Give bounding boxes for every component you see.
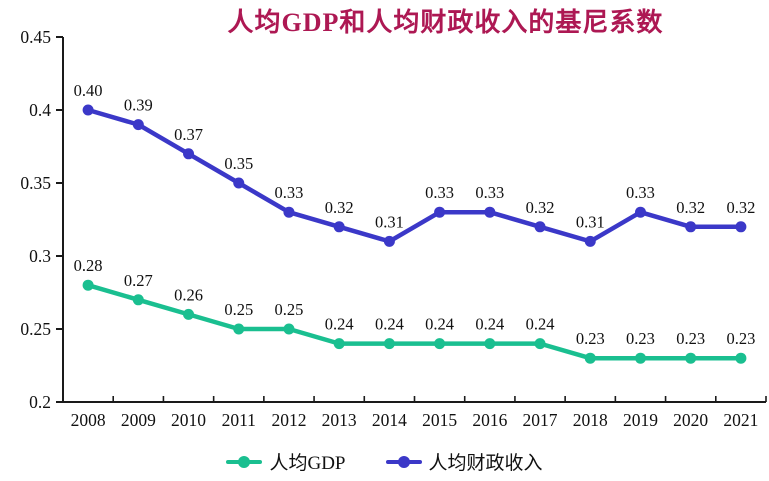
data-point-marker xyxy=(685,221,697,233)
x-tick-label: 2015 xyxy=(422,410,457,430)
data-point-marker xyxy=(383,235,395,247)
x-tick-label: 2012 xyxy=(271,410,306,430)
legend-line-marker-icon xyxy=(385,455,422,468)
data-label: 0.33 xyxy=(475,183,504,202)
data-point-marker xyxy=(484,338,496,350)
data-label: 0.39 xyxy=(124,96,153,115)
line-chart-plot: 0.2 0.25 0.3 0.35 0.4 0.45 2008 2009 2010 2011 201… xyxy=(20,27,767,430)
x-tick-label: 2017 xyxy=(523,410,558,430)
data-point-marker xyxy=(283,323,295,335)
y-tick-label: 0.35 xyxy=(20,173,51,193)
x-tick-label: 2019 xyxy=(623,410,658,430)
y-tick-label: 0.25 xyxy=(20,319,51,339)
data-label: 0.33 xyxy=(425,183,454,202)
legend: 人均GDP 人均财政收入 xyxy=(0,448,769,475)
data-label: 0.26 xyxy=(174,285,203,304)
data-label: 0.28 xyxy=(74,256,103,275)
data-point-marker xyxy=(183,308,195,320)
x-tick-label: 2010 xyxy=(171,410,206,430)
legend-line-marker-icon xyxy=(226,455,263,468)
data-point-marker xyxy=(434,206,446,218)
x-tick-label: 2020 xyxy=(673,410,708,430)
x-tick-label: 2009 xyxy=(121,410,156,430)
series-line xyxy=(85,282,744,361)
data-point-marker xyxy=(333,338,345,350)
data-label: 0.40 xyxy=(74,81,103,100)
data-point-marker xyxy=(233,323,245,335)
series-line xyxy=(85,107,744,244)
data-point-marker xyxy=(233,177,245,189)
x-tick-label: 2021 xyxy=(723,410,758,430)
legend-dot-icon xyxy=(238,455,251,468)
legend-item: 人均财政收入 xyxy=(385,448,543,475)
x-tick-label: 2011 xyxy=(222,410,256,430)
y-tick-label: 0.4 xyxy=(29,100,51,120)
data-point-marker xyxy=(333,221,345,233)
data-point-marker xyxy=(685,352,697,364)
data-point-marker xyxy=(132,294,144,306)
data-point-marker xyxy=(82,279,94,291)
data-label: 0.24 xyxy=(526,315,555,334)
data-label: 0.23 xyxy=(626,329,655,348)
data-label: 0.24 xyxy=(375,315,404,334)
data-label: 0.23 xyxy=(726,329,755,348)
legend-dot-icon xyxy=(397,455,410,468)
data-label: 0.24 xyxy=(475,315,504,334)
x-tick-label: 2018 xyxy=(573,410,608,430)
data-point-marker xyxy=(283,206,295,218)
data-label: 0.25 xyxy=(224,300,253,319)
data-point-marker xyxy=(584,352,596,364)
data-label: 0.32 xyxy=(676,198,705,217)
data-point-marker xyxy=(183,148,195,160)
data-label: 0.31 xyxy=(576,212,605,231)
data-point-marker xyxy=(484,206,496,218)
data-label: 0.23 xyxy=(576,329,605,348)
x-tick-label: 2016 xyxy=(472,410,507,430)
data-label: 0.24 xyxy=(425,315,454,334)
legend-item: 人均GDP xyxy=(226,448,346,475)
data-label: 0.23 xyxy=(676,329,705,348)
data-point-marker xyxy=(132,119,144,131)
data-point-marker xyxy=(584,235,596,247)
data-label: 0.31 xyxy=(375,212,404,231)
legend-label: 人均GDP xyxy=(269,453,346,474)
x-tick-label: 2013 xyxy=(322,410,357,430)
data-label: 0.33 xyxy=(626,183,655,202)
data-point-marker xyxy=(735,352,747,364)
y-tick-label: 0.3 xyxy=(29,246,51,266)
y-tick-label: 0.45 xyxy=(20,27,51,47)
x-tick-label: 2014 xyxy=(372,410,407,430)
data-label: 0.32 xyxy=(526,198,555,217)
data-point-marker xyxy=(383,338,395,350)
data-label: 0.27 xyxy=(124,271,153,290)
data-label: 0.32 xyxy=(726,198,755,217)
data-label: 0.24 xyxy=(325,315,354,334)
x-tick-label: 2008 xyxy=(71,410,106,430)
data-point-marker xyxy=(534,338,546,350)
data-point-marker xyxy=(634,206,646,218)
data-point-marker xyxy=(82,104,94,116)
legend-label: 人均财政收入 xyxy=(428,453,543,474)
data-point-marker xyxy=(735,221,747,233)
data-label: 0.25 xyxy=(275,300,304,319)
data-label: 0.32 xyxy=(325,198,354,217)
data-label: 0.37 xyxy=(174,125,203,144)
chart-title: 人均GDP和人均财政收入的基尼系数 xyxy=(227,8,664,37)
data-label: 0.33 xyxy=(275,183,304,202)
data-point-marker xyxy=(634,352,646,364)
data-point-marker xyxy=(534,221,546,233)
data-label: 0.35 xyxy=(224,154,253,173)
data-point-marker xyxy=(434,338,446,350)
y-tick-label: 0.2 xyxy=(29,392,51,412)
